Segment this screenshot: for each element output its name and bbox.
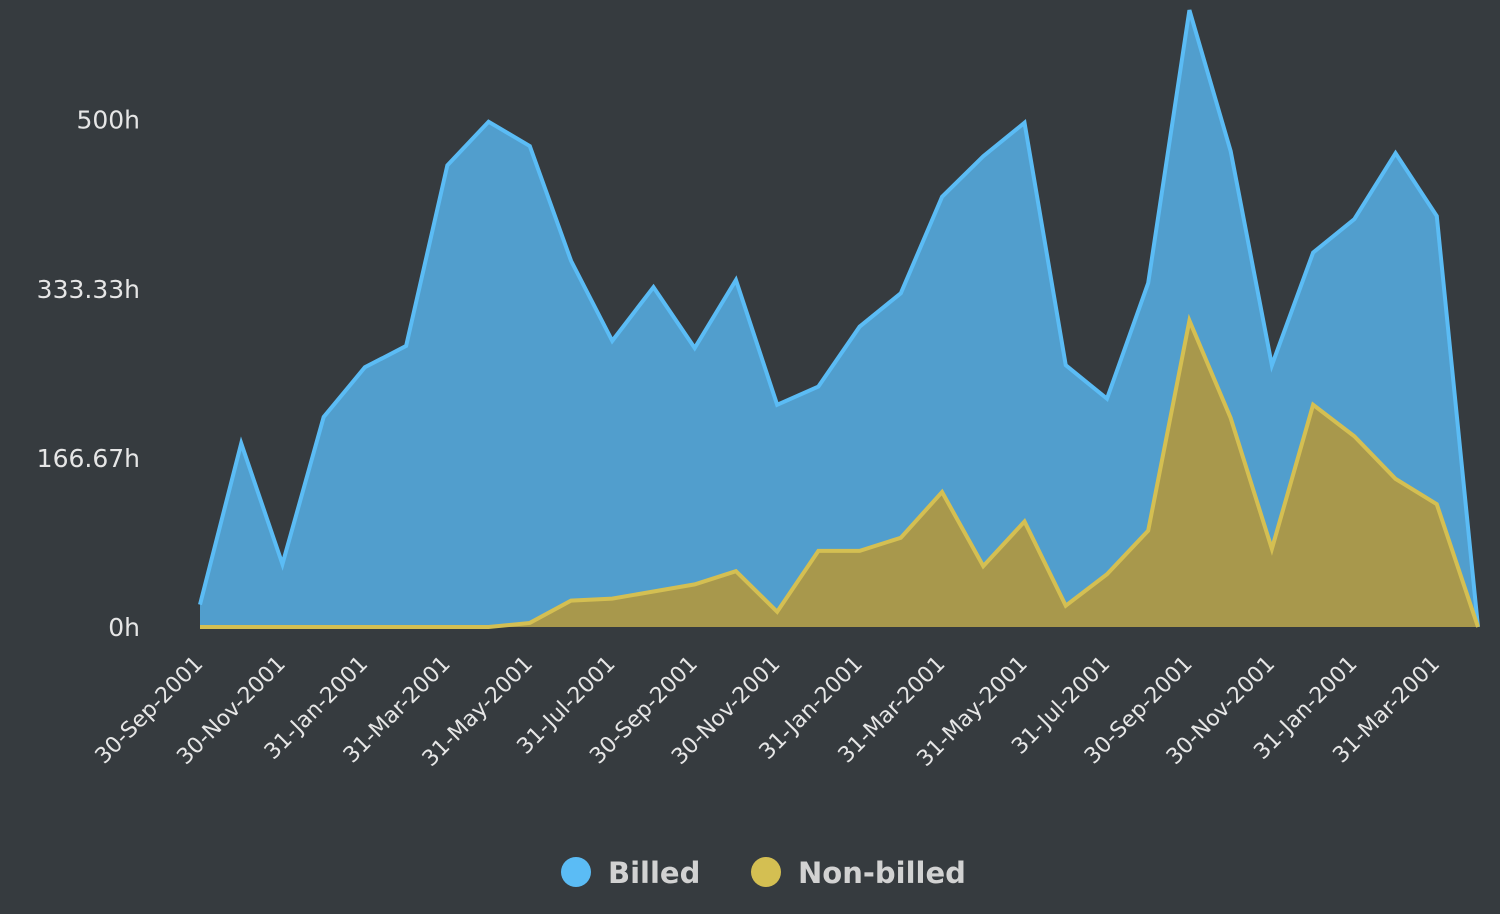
legend: Billed Non-billed — [561, 856, 966, 890]
legend-marker-non-billed — [751, 857, 781, 887]
series-areas — [200, 10, 1478, 628]
y-tick-label: 166.67h — [37, 444, 140, 473]
x-axis: 30-Sep-200130-Nov-200131-Jan-200131-Mar-… — [91, 652, 1445, 772]
legend-label-billed: Billed — [608, 856, 700, 890]
non-billed-area — [200, 320, 1478, 627]
legend-item-non-billed[interactable]: Non-billed — [751, 856, 966, 890]
y-tick-label: 500h — [76, 106, 140, 135]
y-axis: 0h 166.67h 333.33h 500h — [37, 106, 140, 642]
y-tick-label: 333.33h — [37, 275, 140, 304]
y-tick-label: 0h — [108, 613, 140, 642]
non-billed-line — [200, 313, 1480, 629]
billed-line — [198, 9, 1480, 628]
series-lines — [198, 9, 1480, 629]
legend-marker-billed — [561, 857, 591, 887]
legend-item-billed[interactable]: Billed — [561, 856, 700, 890]
legend-label-non-billed: Non-billed — [798, 856, 966, 890]
